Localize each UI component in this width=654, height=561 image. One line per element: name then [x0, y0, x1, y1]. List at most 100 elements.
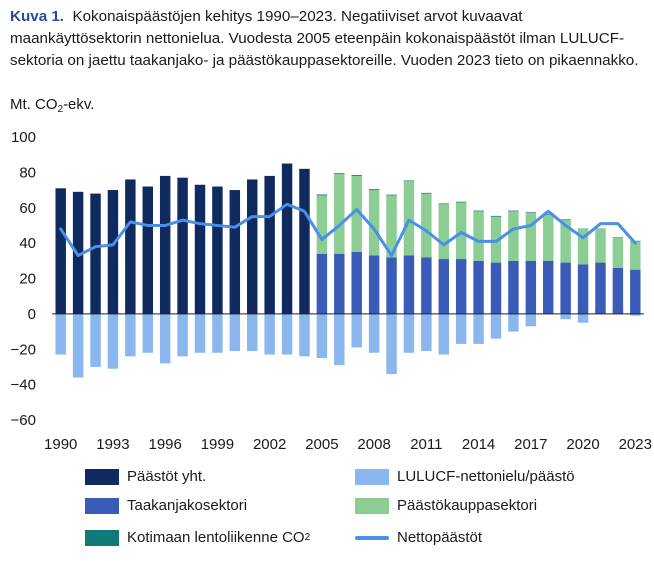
- bar-emissions-trading: [455, 202, 467, 260]
- x-tick-label: 2017: [514, 436, 547, 453]
- bar-lulucf: [212, 313, 223, 353]
- bar-lulucf: [281, 313, 293, 355]
- x-tick-label: 2005: [305, 436, 338, 453]
- bar-effort-sharing: [438, 259, 449, 314]
- bar-effort-sharing: [490, 262, 502, 314]
- bar-lulucf: [630, 313, 641, 316]
- bar-lulucf: [455, 313, 467, 344]
- x-tick-label: 2011: [410, 436, 442, 453]
- bar-domestic-aviation: [316, 194, 328, 196]
- bar-total-emissions: [299, 168, 310, 314]
- bar-domestic-aviation: [525, 212, 537, 214]
- bar-domestic-aviation: [560, 219, 571, 221]
- bar-lulucf: [560, 313, 571, 320]
- figure-caption: Kuva 1. Kokonaispäästöjen kehitys 1990–2…: [10, 6, 650, 72]
- bar-total-emissions: [55, 188, 66, 314]
- bar-effort-sharing: [334, 253, 345, 314]
- y-tick-label: −60: [11, 412, 36, 429]
- x-tick-label: 2014: [462, 436, 495, 453]
- bar-emissions-trading: [316, 195, 328, 254]
- y-axis-label-subscript: 2: [57, 104, 64, 115]
- bar-total-emissions: [194, 184, 206, 314]
- bar-effort-sharing: [525, 260, 537, 314]
- bar-lulucf: [316, 313, 328, 359]
- y-axis-label: Mt. CO2-ekv.: [10, 96, 94, 115]
- bar-domestic-aviation: [508, 210, 519, 212]
- bar-total-emissions: [264, 175, 275, 314]
- bar-total-emissions: [247, 179, 258, 314]
- bar-domestic-aviation: [334, 173, 345, 175]
- bar-emissions-trading: [508, 211, 519, 261]
- bar-lulucf: [72, 313, 84, 378]
- bar-effort-sharing: [368, 255, 380, 314]
- bar-lulucf: [159, 313, 171, 364]
- y-tick-label: −20: [11, 341, 36, 358]
- bar-lulucf: [299, 313, 310, 357]
- y-tick-label: 40: [19, 235, 36, 252]
- bar-lulucf: [386, 313, 397, 375]
- caption-text: Kokonaispäästöjen kehitys 1990–2023. Neg…: [10, 8, 639, 69]
- x-tick-label: 1999: [201, 436, 234, 453]
- bar-total-emissions: [159, 175, 171, 314]
- bar-domestic-aviation: [543, 214, 554, 215]
- bar-total-emissions: [212, 186, 223, 314]
- bar-total-emissions: [107, 190, 119, 314]
- bar-domestic-aviation: [612, 237, 624, 238]
- bar-domestic-aviation: [351, 175, 362, 176]
- bar-effort-sharing: [351, 251, 362, 314]
- bar-lulucf: [508, 313, 519, 332]
- bar-lulucf: [107, 313, 119, 369]
- bar-total-emissions: [229, 190, 241, 314]
- x-tick-label: 2008: [357, 436, 390, 453]
- bar-emissions-trading: [612, 237, 624, 268]
- bar-total-emissions: [281, 163, 293, 314]
- y-tick-label: 20: [19, 271, 36, 288]
- bar-emissions-trading: [560, 220, 571, 263]
- bar-total-emissions: [90, 193, 101, 314]
- bar-effort-sharing: [316, 253, 328, 314]
- bar-domestic-aviation: [490, 215, 502, 217]
- bar-domestic-aviation: [386, 194, 397, 196]
- bar-emissions-trading: [473, 211, 484, 261]
- bar-domestic-aviation: [438, 203, 449, 205]
- y-axis-label-suffix: -ekv.: [63, 96, 95, 113]
- x-tick-label: 1993: [96, 436, 129, 453]
- bar-lulucf: [142, 313, 153, 353]
- bar-domestic-aviation: [421, 192, 432, 194]
- bar-emissions-trading: [403, 181, 415, 256]
- y-tick-label: 80: [19, 164, 36, 181]
- bar-emissions-trading: [421, 193, 432, 258]
- bar-emissions-trading: [543, 214, 554, 261]
- bar-effort-sharing: [508, 260, 519, 314]
- bar-lulucf: [421, 313, 432, 352]
- bar-lulucf: [90, 313, 101, 367]
- bar-effort-sharing: [455, 259, 467, 314]
- bar-total-emissions: [177, 177, 188, 314]
- bar-lulucf: [473, 313, 484, 344]
- y-tick-label: 0: [28, 306, 36, 323]
- bar-lulucf: [177, 313, 188, 357]
- bar-total-emissions: [142, 186, 153, 314]
- bar-lulucf: [368, 313, 380, 353]
- bar-emissions-trading: [595, 228, 606, 263]
- bar-emissions-trading: [438, 204, 449, 260]
- bar-effort-sharing: [577, 264, 589, 314]
- bar-emissions-trading: [386, 195, 397, 258]
- bar-emissions-trading: [368, 190, 380, 256]
- bar-lulucf: [438, 313, 449, 355]
- bar-emissions-trading: [334, 174, 345, 254]
- bar-effort-sharing: [421, 257, 432, 314]
- x-tick-label: 1990: [44, 436, 77, 453]
- bar-emissions-trading: [525, 213, 537, 261]
- bar-lulucf: [490, 313, 502, 339]
- net-emissions-line: [59, 202, 637, 258]
- bar-lulucf: [247, 313, 258, 352]
- bar-effort-sharing: [473, 260, 484, 314]
- bar-lulucf: [334, 313, 345, 366]
- bar-effort-sharing: [543, 260, 554, 314]
- figure-label: Kuva 1.: [10, 8, 65, 25]
- bar-domestic-aviation: [403, 180, 415, 182]
- x-tick-label: 2002: [253, 436, 286, 453]
- bar-lulucf: [264, 313, 275, 355]
